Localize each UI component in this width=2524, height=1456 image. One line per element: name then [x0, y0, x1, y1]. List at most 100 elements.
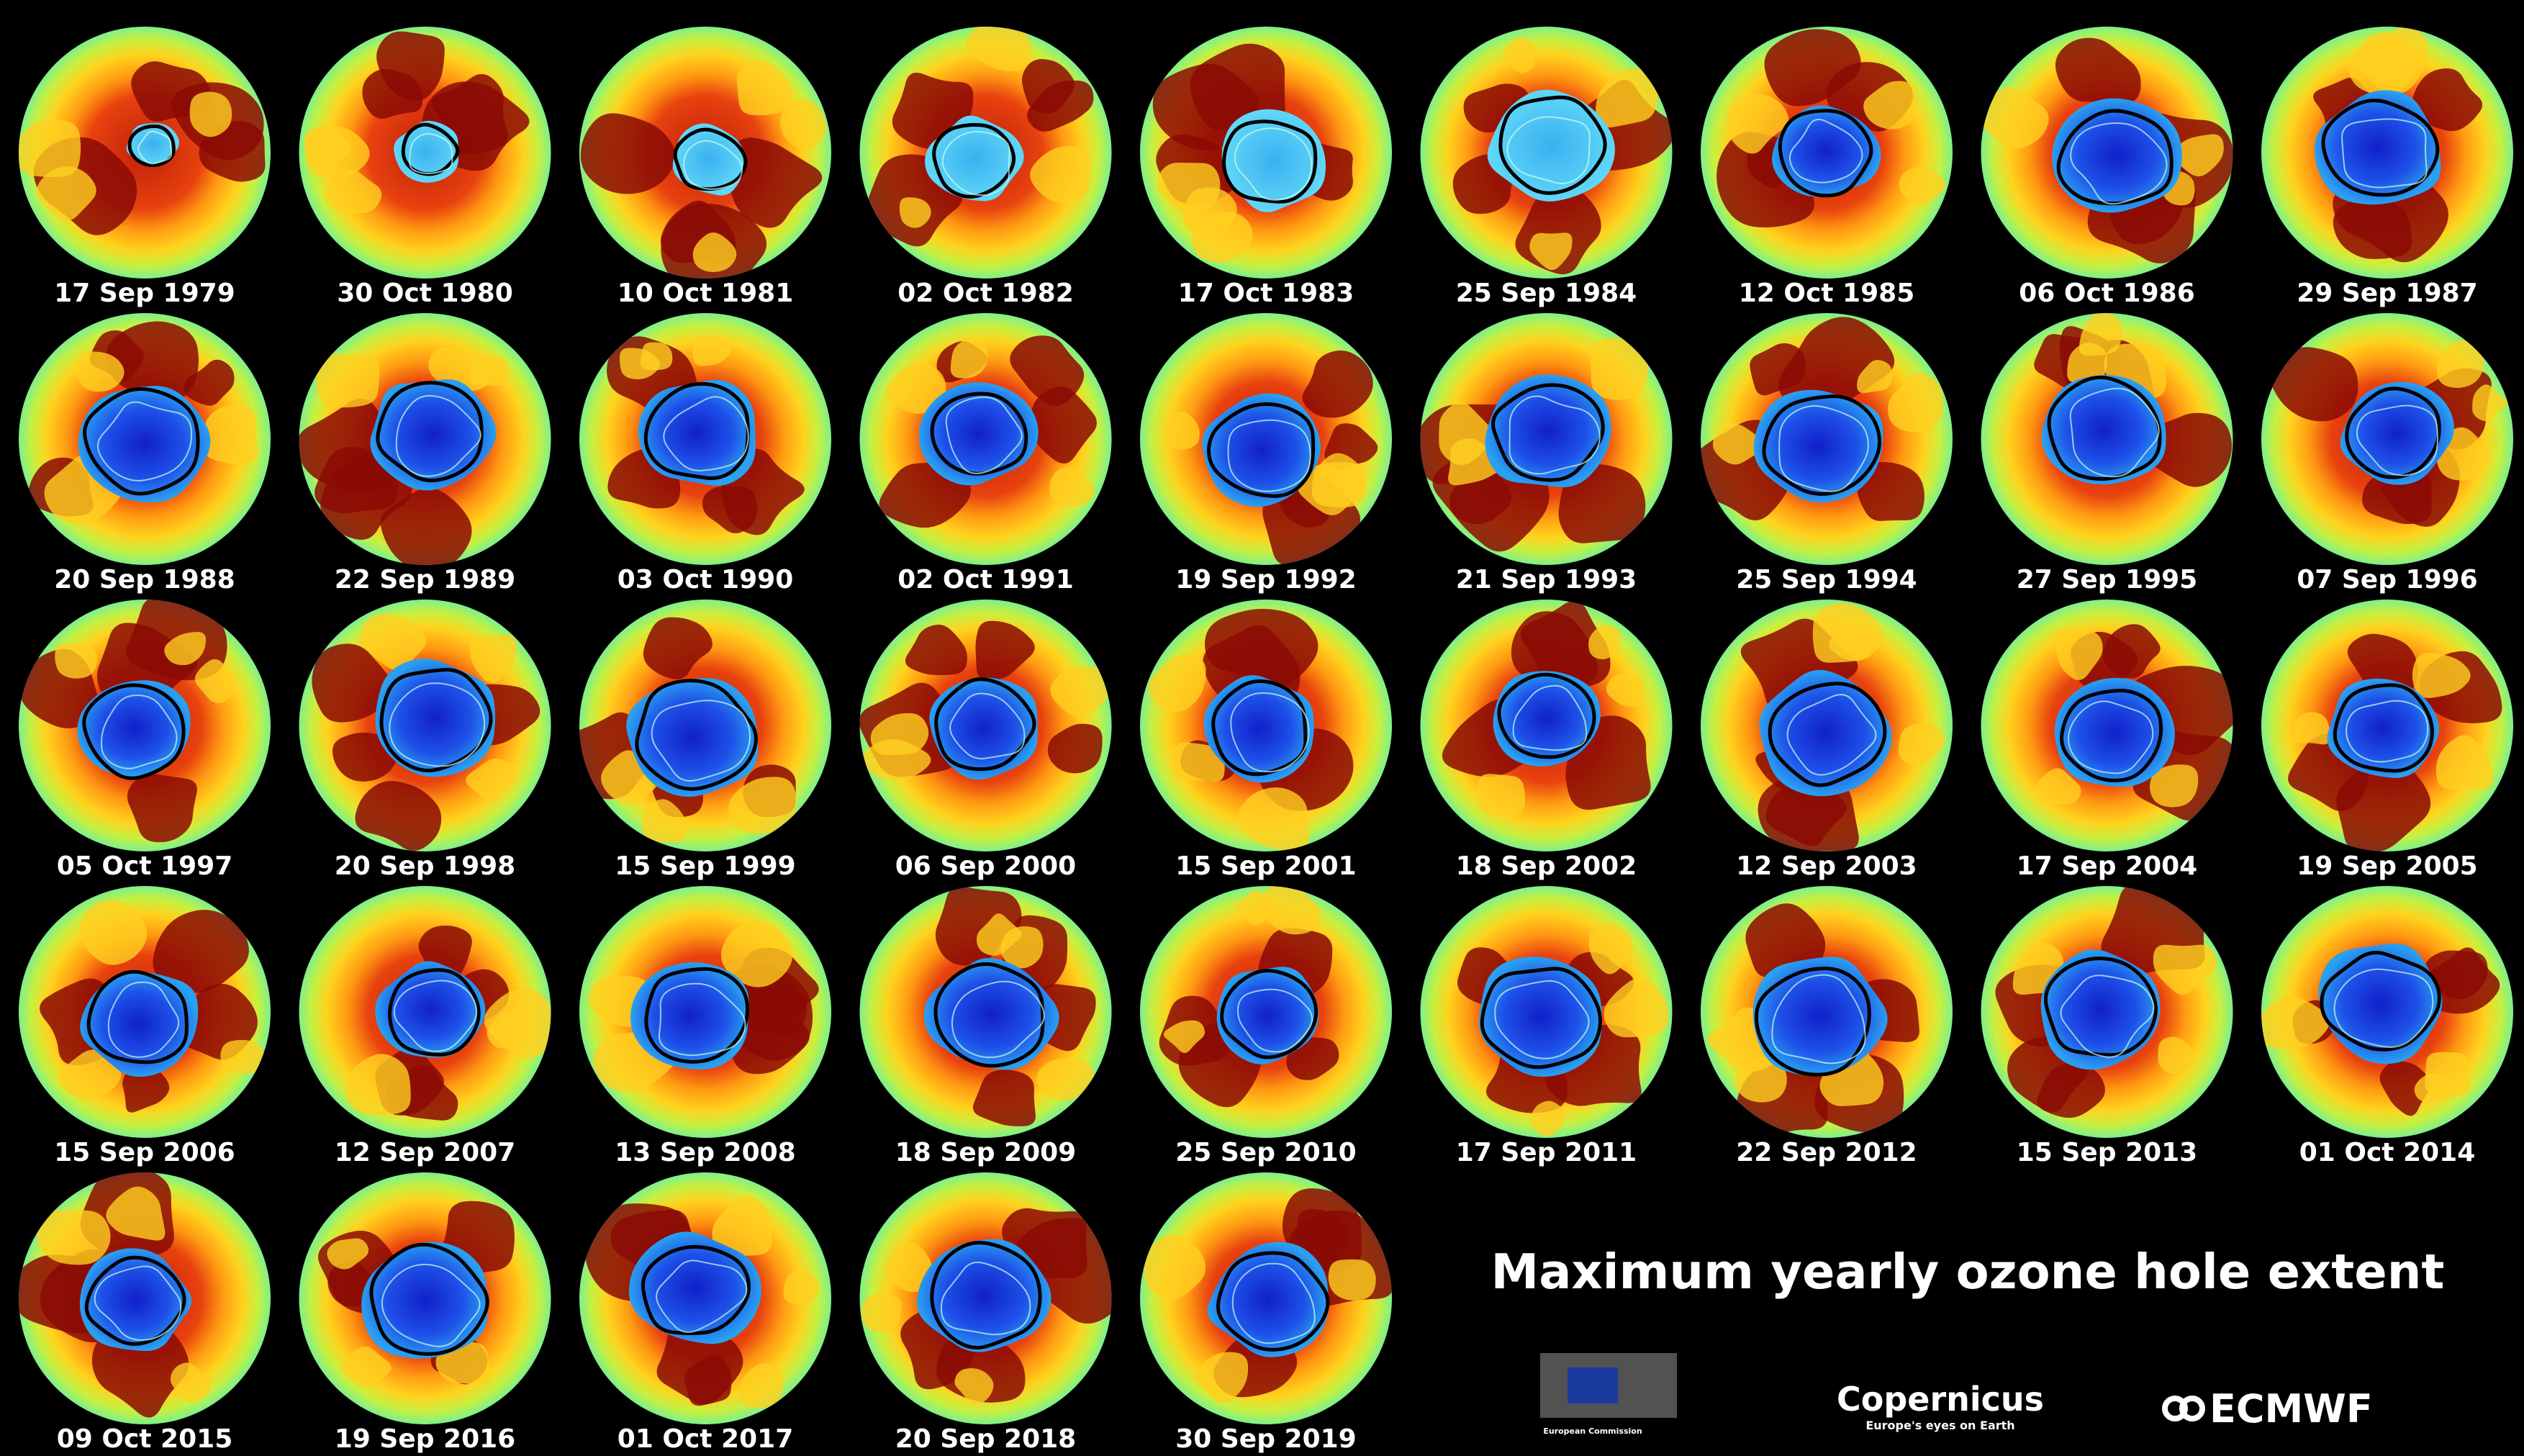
globe-features — [1152, 43, 1353, 263]
ozone-panel: 27 Sep 1995 — [1981, 313, 2233, 594]
yellow-region — [1258, 886, 1321, 935]
coastline — [1227, 419, 1311, 492]
date-label: 22 Sep 2012 — [1736, 1138, 1917, 1167]
globe-features — [1164, 350, 1378, 565]
yellow-region — [327, 1238, 369, 1270]
yellow-region — [361, 613, 427, 671]
dark-region — [1558, 464, 1646, 543]
yellow-region — [2173, 134, 2224, 177]
dark-region — [728, 137, 823, 228]
ozone-hole — [375, 659, 496, 777]
yellow-region — [164, 631, 207, 666]
yellow-region — [1857, 360, 1893, 393]
dark-region — [2425, 950, 2488, 1000]
date-label: 12 Sep 2003 — [1736, 851, 1917, 881]
coastline — [107, 981, 180, 1058]
yellow-region — [36, 1210, 111, 1265]
yellow-region — [1049, 466, 1095, 507]
date-label: 12 Oct 1985 — [1739, 279, 1915, 308]
dark-region — [184, 359, 235, 406]
yellow-region — [1504, 37, 1535, 73]
globe-features — [1143, 1188, 1392, 1404]
hole-contour — [1491, 383, 1605, 482]
hole-contour — [2321, 99, 2440, 197]
dark-region — [332, 732, 398, 782]
date-label: 19 Sep 2016 — [335, 1424, 515, 1454]
ozone-panel: 20 Sep 2018 — [859, 1172, 1112, 1454]
ozone-panel: 30 Sep 2019 — [1140, 1172, 1392, 1454]
coastline — [395, 394, 481, 477]
globe-features — [861, 1208, 1112, 1406]
globe-features — [1148, 608, 1354, 851]
coastline — [1237, 988, 1313, 1053]
dark-region — [975, 620, 1035, 681]
yellow-region — [2292, 712, 2330, 745]
ozone-panel: 19 Sep 2016 — [299, 1172, 551, 1454]
ozone-panel: 15 Sep 1999 — [579, 600, 831, 881]
globe-features — [589, 920, 819, 1092]
yellow-region — [1812, 603, 1883, 663]
hole-contour — [369, 1242, 489, 1356]
dark-region — [1511, 611, 1598, 687]
coastline — [663, 396, 749, 471]
coastline — [1786, 694, 1877, 776]
dark-region — [1302, 350, 1373, 418]
hole-contour — [930, 392, 1028, 476]
ozone-hole — [2314, 90, 2441, 205]
ozone-hole — [375, 961, 486, 1058]
globe-features — [344, 925, 551, 1121]
yellow-region — [1234, 890, 1275, 926]
ozone-panel: 21 Sep 1993 — [1420, 313, 1673, 594]
yellow-region — [469, 353, 510, 386]
hole-contour — [127, 124, 176, 168]
dark-region — [702, 486, 757, 533]
yellow-region — [976, 913, 1022, 956]
coastline — [941, 130, 1010, 196]
hole-contour — [82, 683, 186, 780]
coastline — [951, 980, 1045, 1059]
ozone-panel: 22 Sep 1989 — [299, 313, 551, 594]
yellow-region — [1478, 774, 1526, 815]
date-label: 20 Sep 1998 — [335, 851, 515, 881]
yellow-region — [1163, 1020, 1206, 1054]
ozone-hole — [2041, 375, 2166, 485]
yellow-region — [1195, 1352, 1249, 1404]
yellow-region — [325, 169, 382, 214]
yellow-region — [1727, 94, 1789, 154]
coastline — [651, 700, 751, 782]
hole-contour — [376, 381, 484, 483]
yellow-region — [728, 777, 797, 834]
globe-features — [19, 1172, 212, 1418]
ozone-panel: 30 Oct 1980 — [299, 27, 551, 308]
coastline — [1234, 127, 1313, 201]
coastline — [2333, 968, 2434, 1048]
date-label: 01 Oct 2017 — [618, 1424, 794, 1454]
dark-region — [153, 910, 249, 993]
ozone-hole — [78, 386, 211, 503]
coastline — [682, 140, 743, 190]
ozone-hole — [672, 123, 745, 196]
yellow-region — [106, 1186, 166, 1241]
globe-features — [2269, 340, 2508, 527]
hole-contour — [83, 387, 200, 496]
ozone-hole — [1216, 967, 1319, 1064]
yellow-region — [487, 1010, 530, 1049]
ozone-hole — [1759, 669, 1892, 797]
date-label: 22 Sep 1989 — [335, 565, 515, 594]
date-label: 20 Sep 2018 — [895, 1424, 1076, 1454]
date-label: 18 Sep 2002 — [1456, 851, 1637, 881]
date-label: 17 Sep 2004 — [2017, 851, 2197, 881]
globe-features — [1457, 923, 1669, 1136]
ozone-hole — [628, 1231, 761, 1344]
yellow-region — [861, 1293, 902, 1332]
coastline — [2070, 122, 2168, 205]
ozone-panel: 17 Sep 1979 — [19, 27, 271, 308]
globe-features — [1740, 603, 1945, 851]
ozone-panel: 19 Sep 1992 — [1140, 313, 1392, 594]
yellow-region — [2158, 1036, 2194, 1074]
dark-region — [1765, 781, 1847, 846]
globe-features — [304, 31, 530, 214]
yellow-region — [220, 1039, 266, 1075]
ozone-panel: 13 Sep 2008 — [579, 886, 831, 1167]
